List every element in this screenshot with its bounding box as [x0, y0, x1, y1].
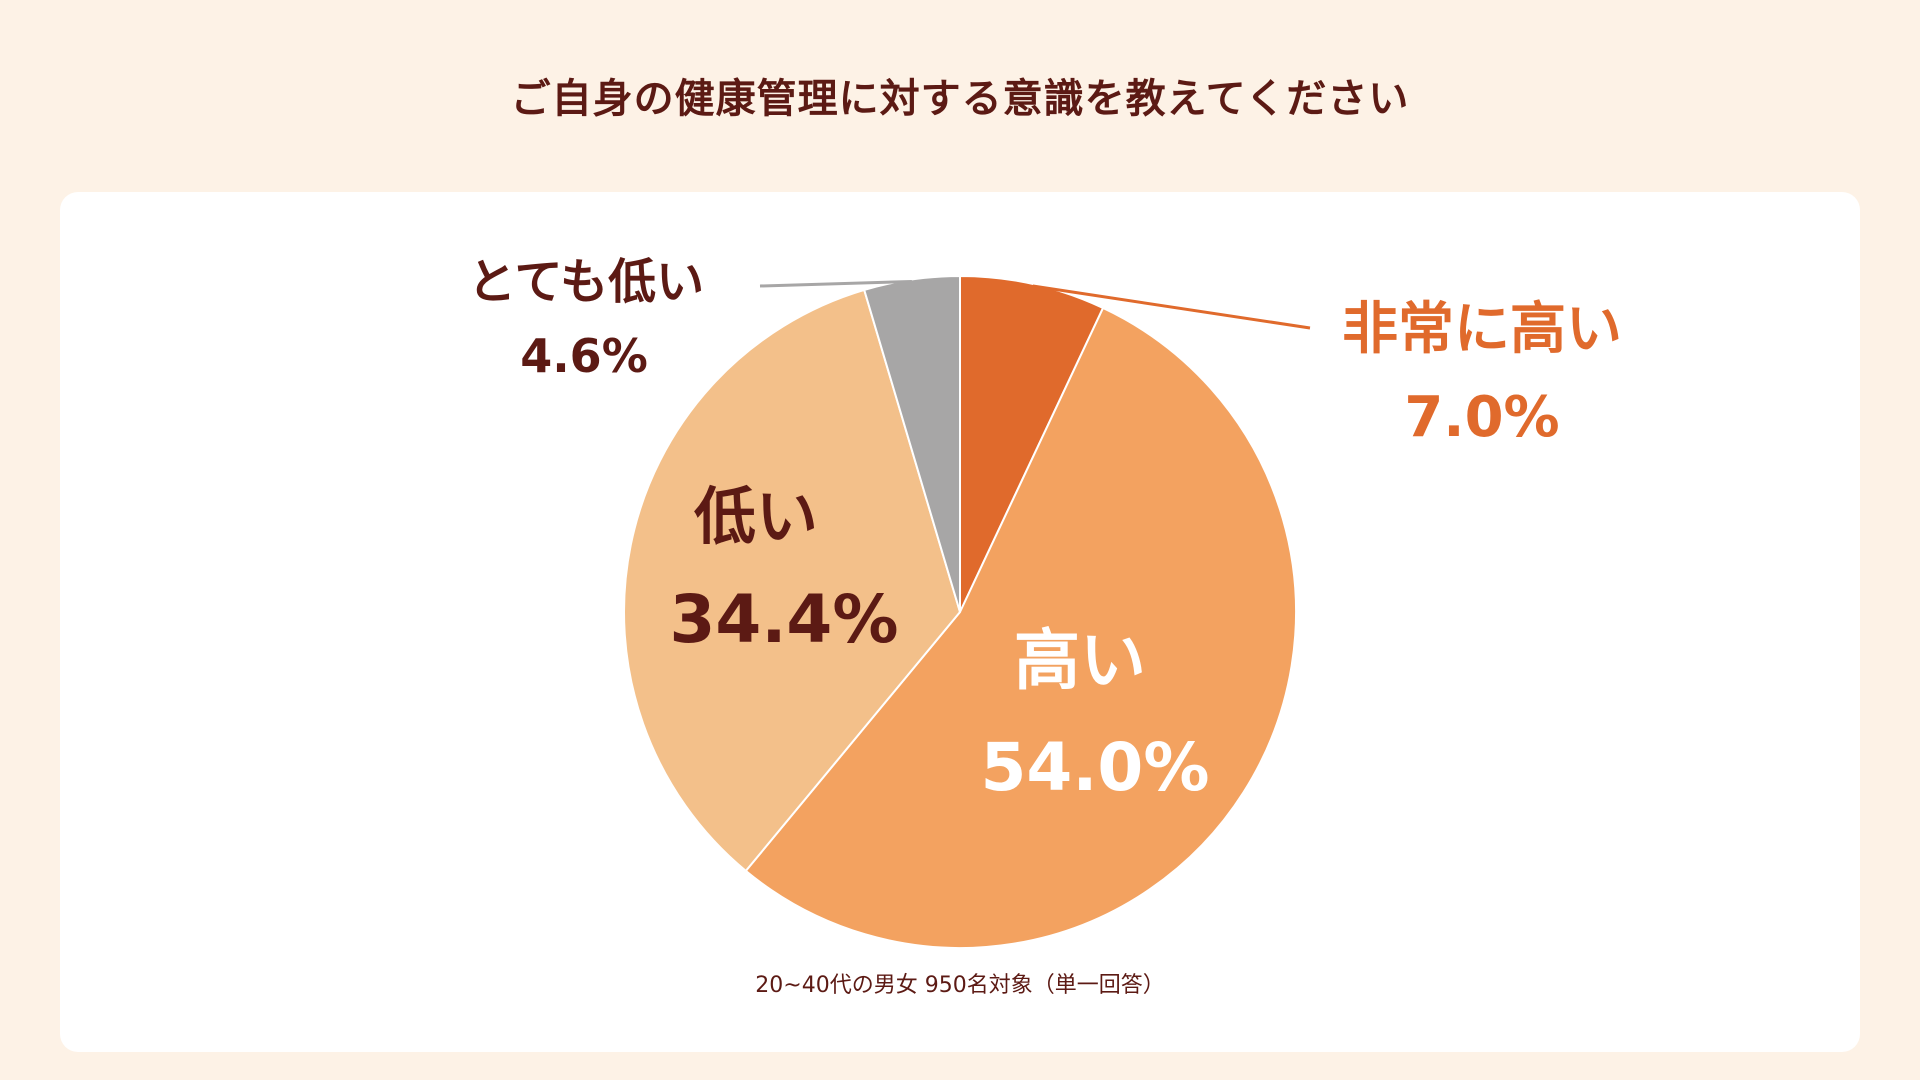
- slice-label-value-high: 54.0%: [981, 729, 1210, 806]
- pie-slice-very-high: [959, 274, 1105, 613]
- slice-label-value-very-high: 7.0%: [1404, 385, 1559, 450]
- leader-line-very-low: [759, 279, 912, 288]
- slice-label-name-very-high: 非常に高い: [1342, 297, 1622, 362]
- pie-slice-high: [744, 306, 1298, 949]
- slice-label-name-very-low: とても低い: [468, 254, 704, 310]
- pie-slice-very-low: [862, 274, 961, 613]
- leader-line-very-high: [1032, 284, 1311, 330]
- slice-label-value-low: 34.4%: [670, 581, 899, 658]
- slice-label-name-low: 低い: [694, 480, 818, 553]
- slice-label-value-very-low: 4.6%: [520, 329, 648, 383]
- chart-footnote: 20~40代の男女 950名対象（単一回答）: [755, 973, 1164, 998]
- chart-title: ご自身の健康管理に対する意識を教えてください: [510, 76, 1410, 122]
- slice-label-name-high: 高い: [1014, 622, 1146, 699]
- pie-slice-low: [623, 288, 962, 873]
